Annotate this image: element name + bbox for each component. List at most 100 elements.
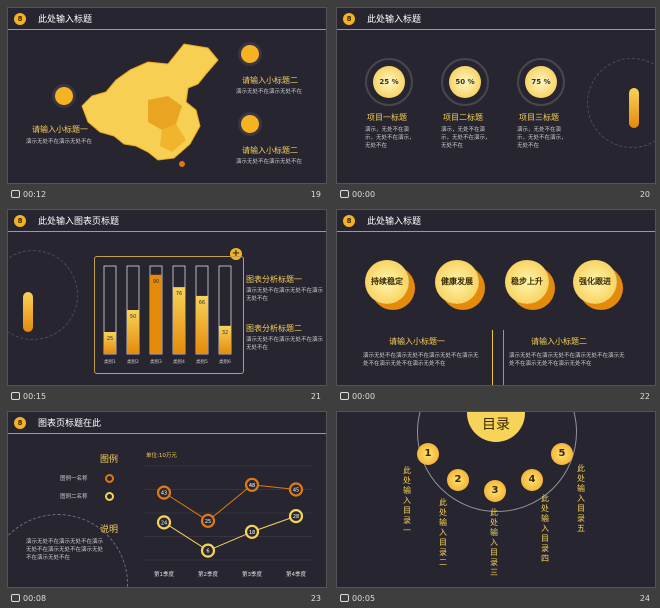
data-label: 48: [249, 483, 255, 489]
progress-ring-1: [365, 58, 413, 106]
slide-header: 8 此处输入图表页标题: [8, 210, 326, 232]
bubble-4: 强化跟进: [573, 260, 617, 304]
slide-number-badge: 8: [343, 13, 355, 25]
slide-title: 此处输入标题: [367, 217, 422, 227]
slide-20[interactable]: 8 此处输入标题 25 % 项目一标题 演示，无处不在演示，无处不在演示，无处不…: [336, 7, 656, 184]
toc-label-2[interactable]: 此处输入目录二: [439, 498, 447, 567]
slide-number-badge: 8: [14, 417, 26, 429]
slide-time: 00:12: [23, 190, 47, 199]
chart-body-2: 演示无处不在演示无处不在演示无处不在: [246, 337, 324, 351]
timer-icon: [340, 190, 349, 198]
category-label: 第1季度: [154, 570, 174, 578]
slide-19[interactable]: 8 此处输入标题 请输入小标题一 演示无处不在演示无处不在 请输入小标题二 演示…: [7, 7, 327, 184]
toc-label-1[interactable]: 此处输入目录一: [403, 466, 411, 535]
subtitle-right: 请输入小标题二: [531, 337, 587, 346]
slide-number-badge: 8: [14, 215, 26, 227]
data-point: [244, 477, 260, 492]
item-body-1: 演示，无处不在演示，无处不在演示，无处不在: [365, 127, 415, 149]
data-point: [200, 543, 216, 558]
toc-num-5[interactable]: 5: [551, 443, 573, 465]
bar: [127, 310, 139, 354]
slide-number-badge: 8: [14, 13, 26, 25]
slide-index: 22: [639, 392, 650, 401]
slide-number-badge: 8: [343, 215, 355, 227]
data-point: [200, 513, 216, 528]
chart-body-1: 演示无处不在演示无处不在演示无处不在: [246, 288, 324, 302]
body-right-2: 演示无处不在演示无处不在: [236, 159, 303, 165]
toc-label-5[interactable]: 此处输入目录五: [577, 464, 585, 533]
toc-num-2[interactable]: 2: [447, 469, 469, 491]
toc-num-1[interactable]: 1: [417, 443, 439, 465]
subtitle-right-1: 请输入小标题二: [242, 76, 298, 85]
data-label: 18: [249, 530, 255, 536]
series-line: [163, 515, 297, 552]
slide-time: 00:15: [23, 392, 47, 401]
data-point: [288, 509, 304, 524]
bar-chart: 25 类别1 50 类别2 90 类别3 76 类别4 66 类别5 32 类别6: [103, 265, 232, 365]
data-label: 43: [161, 491, 167, 497]
category-label: 类别6: [219, 358, 231, 365]
bar-value-label: 50: [130, 314, 136, 320]
bubble-2: 健康发展: [435, 260, 479, 304]
body-left: 演示无处不在演示无处不在: [26, 139, 93, 145]
item-body-2: 演示，无处不在演示，无处不在演示，无处不在: [441, 127, 491, 149]
slide-24[interactable]: 目录 1 2 3 4 5 此处输入目录一 此处输入目录二 此处输入目录三 此处输…: [336, 411, 656, 588]
network-decoration: [8, 250, 78, 340]
icon-circle-leaf: [238, 112, 262, 136]
legend-marker-2: [105, 492, 114, 501]
category-label: 类别5: [196, 358, 208, 365]
bar: [150, 274, 162, 354]
chart-title-1: 图表分析标题一: [246, 275, 302, 284]
bar-value-label: 25: [107, 336, 113, 342]
data-label: 25: [205, 519, 211, 525]
category-label: 类别3: [150, 358, 162, 365]
slide-header: 8 此处输入标题: [337, 210, 655, 232]
slide-header: 8 图表页标题在此: [8, 412, 326, 434]
slide-title: 此处输入图表页标题: [38, 217, 120, 227]
toc-label-4[interactable]: 此处输入目录四: [541, 494, 549, 563]
legend-item-1: 图例一名称: [60, 476, 88, 482]
progress-knob-2: 50 %: [449, 66, 481, 98]
legend-marker-1: [105, 474, 114, 483]
body-left: 演示无处不在演示无处不在演示无处不在演示无处不在演示无处不在演示无处不在: [363, 353, 479, 367]
line-chart: 43 25 48 45 24 6 18 28 第1季度 第2季度 第3季度 第4季度: [144, 465, 312, 578]
data-label: 24: [161, 520, 167, 526]
item-title-1: 项目一标题: [367, 113, 407, 122]
bar-value-label: 76: [176, 291, 182, 297]
slide-footer: 00:12 19: [7, 187, 327, 203]
timer-icon: [11, 190, 20, 198]
bar: [219, 325, 231, 354]
slide-title: 此处输入标题: [38, 15, 93, 25]
timer-icon: [11, 392, 20, 400]
item-title-2: 项目二标题: [443, 113, 483, 122]
toc-num-4[interactable]: 4: [521, 469, 543, 491]
category-label: 第3季度: [242, 570, 262, 578]
slide-title: 图表页标题在此: [38, 419, 102, 429]
subtitle-left: 请输入小标题一: [389, 337, 445, 346]
series-line: [163, 484, 297, 522]
toc-label-3[interactable]: 此处输入目录三: [490, 508, 498, 577]
toc-num-3[interactable]: 3: [484, 480, 506, 502]
bar: [196, 295, 208, 354]
body-right-1: 演示无处不在演示无处不在: [236, 89, 303, 95]
timer-icon: [340, 392, 349, 400]
bubble-3: 稳步上升: [505, 260, 549, 304]
slide-time: 00:08: [23, 594, 47, 603]
subtitle-left: 请输入小标题一: [32, 125, 88, 134]
plus-icon[interactable]: +: [230, 248, 242, 260]
icon-circle-chart: [52, 84, 76, 108]
slide-footer: 00:00 20: [336, 187, 656, 203]
slide-23[interactable]: 8 图表页标题在此 图例 图例一名称 图例二名称 说明 演示无处不在演示无处不在…: [7, 411, 327, 588]
slide-footer: 00:05 24: [336, 591, 656, 607]
slide-index: 23: [310, 594, 321, 603]
slide-header: 8 此处输入标题: [8, 8, 326, 30]
slide-22[interactable]: 8 此处输入标题 持续稳定 健康发展 稳步上升 强化跟进 请输入小标题一 演示无…: [336, 209, 656, 386]
data-label: 28: [293, 514, 299, 520]
slide-index: 19: [310, 190, 321, 199]
legend-title: 图例: [100, 455, 119, 465]
progress-ring-2: [441, 58, 489, 106]
data-point: [156, 515, 172, 530]
slide-21[interactable]: 8 此处输入图表页标题 + 25 类别1 50 类别2 90 类别3 76 类别4 66 类别5 3…: [7, 209, 327, 386]
bar-value-label: 90: [153, 279, 159, 285]
progress-knob-1: 25 %: [373, 66, 405, 98]
